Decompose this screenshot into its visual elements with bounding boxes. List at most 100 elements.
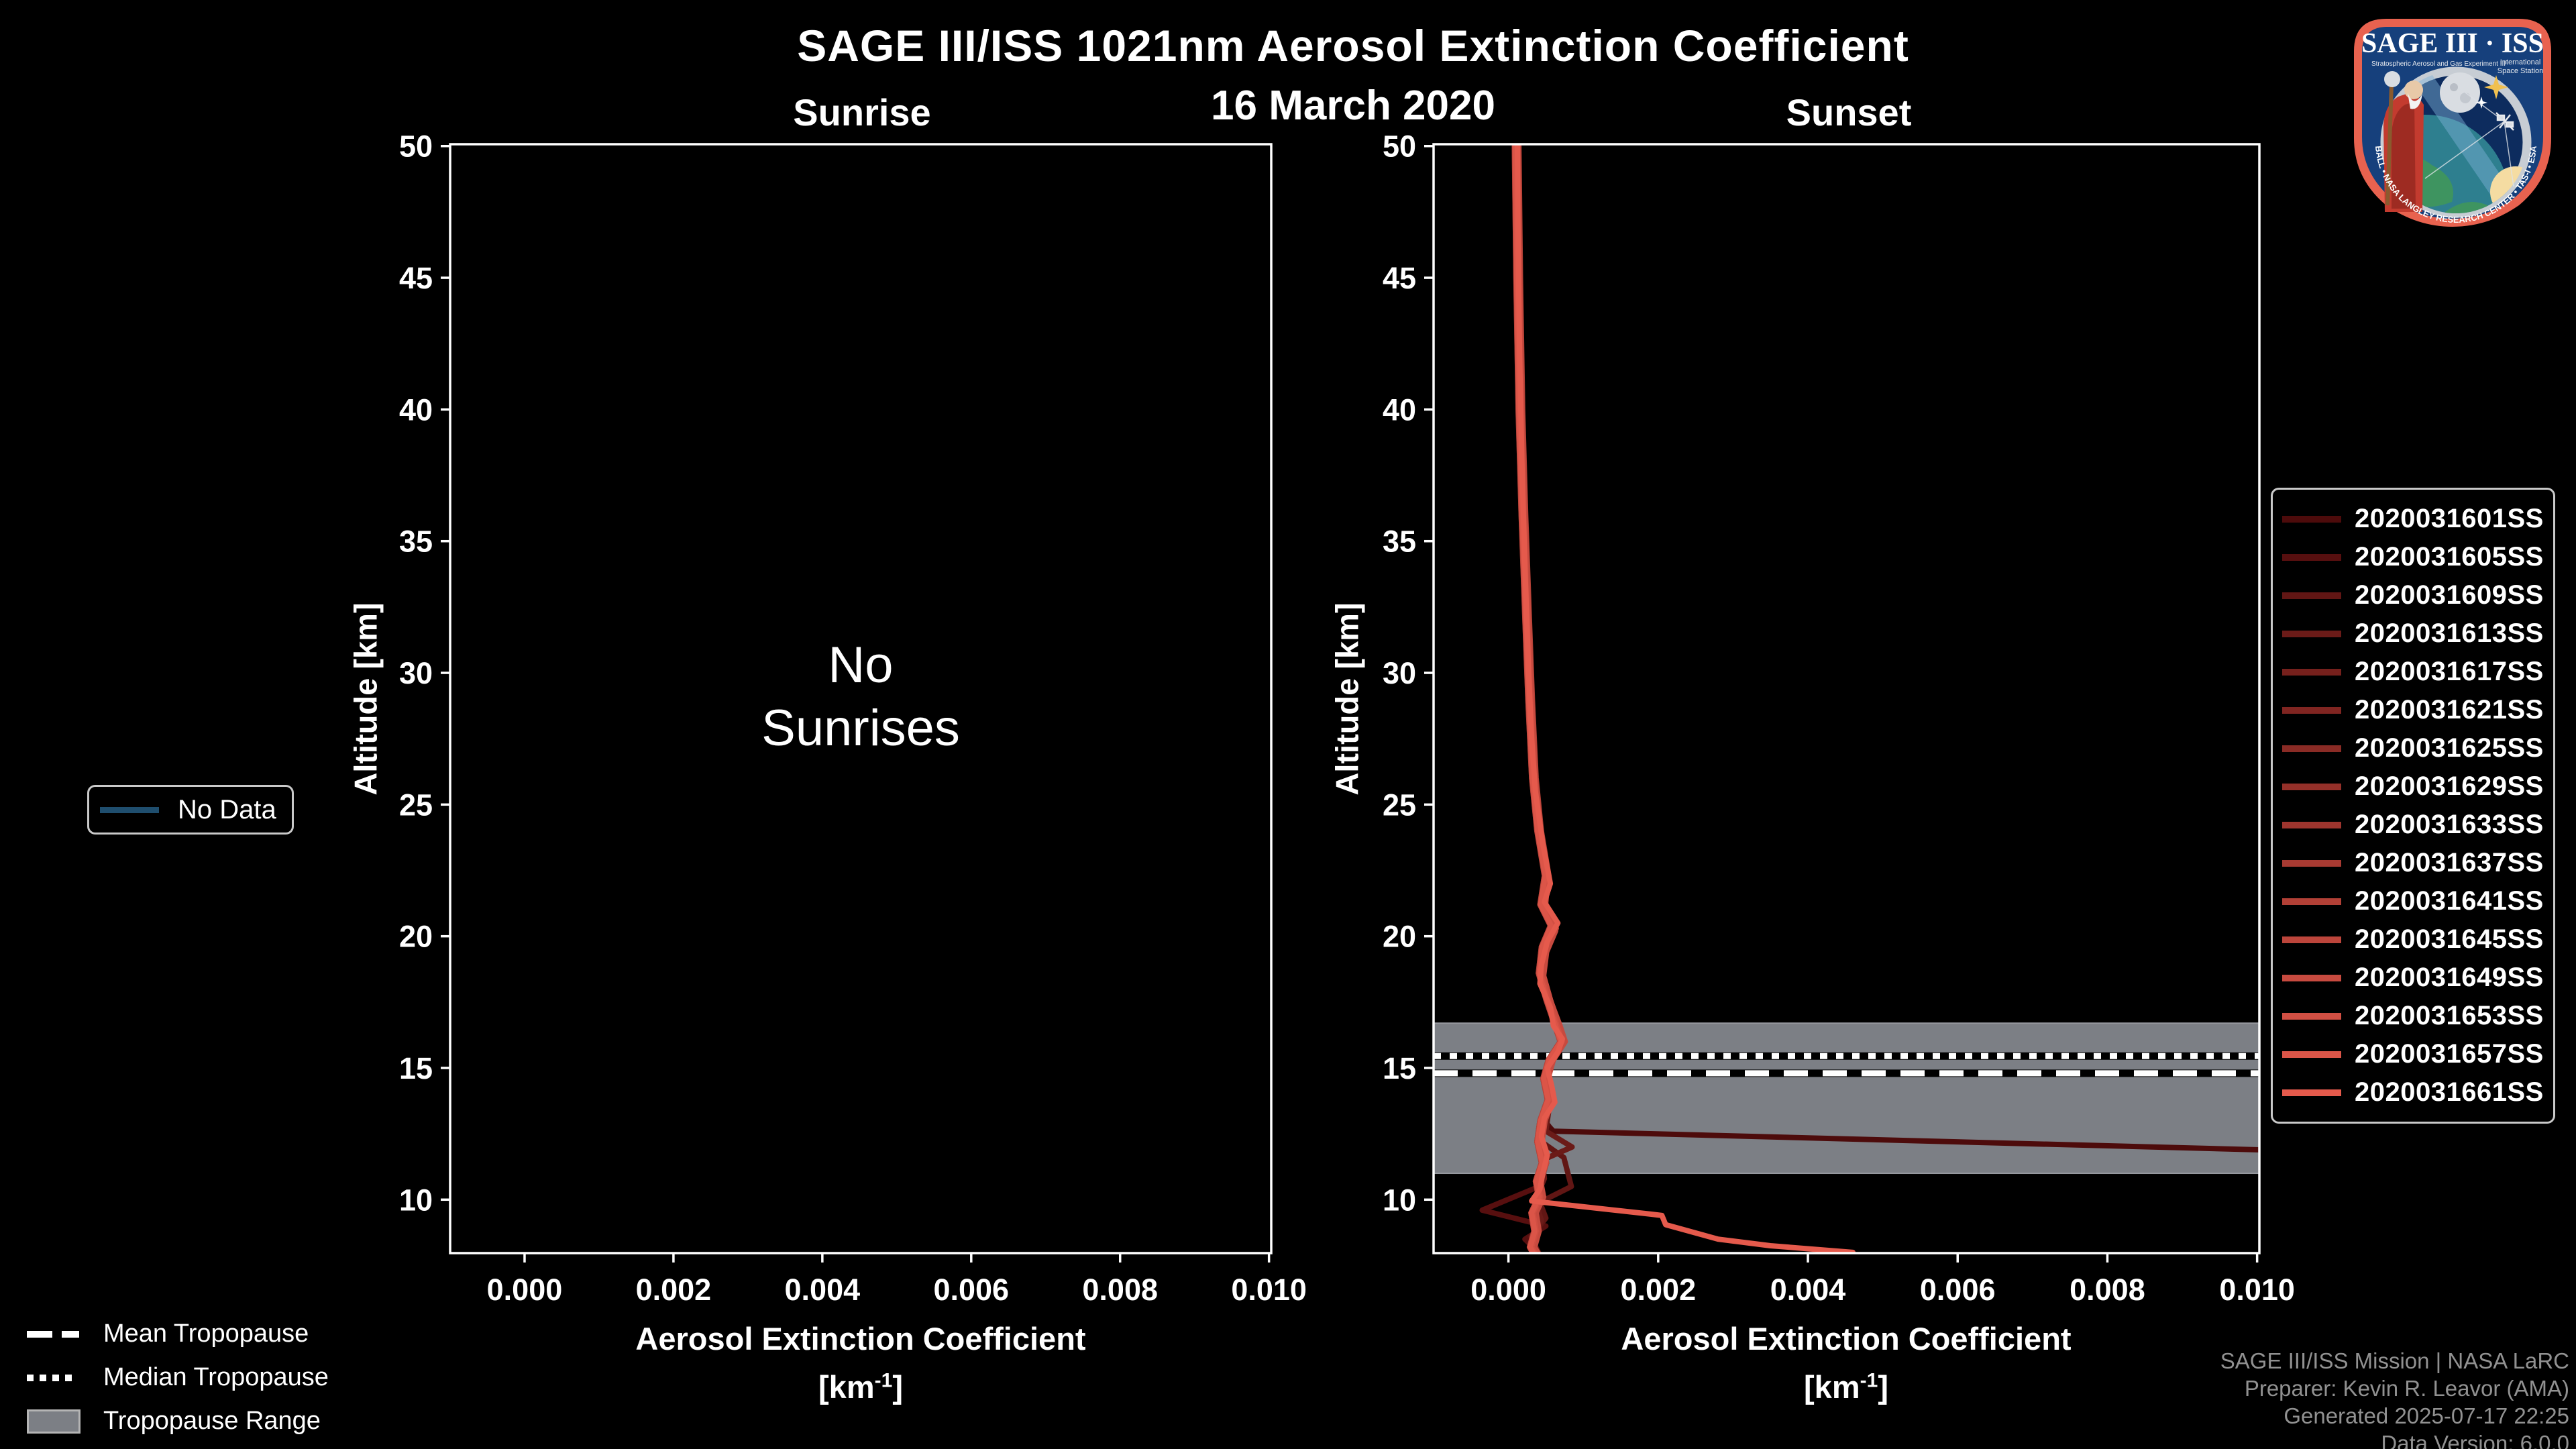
profile-2020031601SS	[1513, 144, 2259, 1152]
legend-line-swatch	[2282, 1051, 2341, 1058]
legend-line-swatch	[2282, 515, 2341, 523]
panel-sunset: 0.000 0.002 0.004 0.006 0.008 0.010 10 15 20 25 30…	[1383, 129, 2295, 1307]
legend-row-2020031637SS: 2020031637SS	[2273, 844, 2553, 882]
footer-mission-line: SAGE III/ISS Mission | NASA LaRC	[2220, 1348, 2569, 1373]
legend-line-swatch	[2282, 821, 2341, 828]
legend-row-2020031641SS: 2020031641SS	[2273, 882, 2553, 920]
x-axis-label-right: Aerosol Extinction Coefficient	[1621, 1321, 2072, 1356]
mean-tropopause-dash-swatch	[27, 1330, 85, 1338]
legend-line-swatch	[2282, 630, 2341, 637]
legend-event-label: 2020031637SS	[2355, 848, 2544, 877]
y-tick-label: 35	[399, 525, 433, 559]
mean-tropopause-label: Mean Tropopause	[103, 1320, 309, 1348]
unit-close: ]	[1878, 1369, 1888, 1405]
x-tick-label: 0.002	[1621, 1273, 1697, 1307]
unit-open: [km	[818, 1369, 875, 1405]
y-tick-label: 45	[1383, 261, 1416, 295]
unit-sup: -1	[1860, 1369, 1878, 1392]
logo-moon	[2440, 72, 2480, 113]
y-tick-label: 30	[399, 656, 433, 690]
legend-row-2020031629SS: 2020031629SS	[2273, 767, 2553, 806]
legend-line-swatch	[2282, 936, 2341, 943]
x-tick-label: 0.006	[1920, 1273, 1996, 1307]
date-subtitle: 16 March 2020	[1211, 83, 1495, 129]
panel-sunrise: 0.000 0.002 0.004 0.006 0.008 0.010 10 15 20 25 30…	[399, 129, 1307, 1307]
legend-row-2020031661SS: 2020031661SS	[2273, 1073, 2553, 1112]
y-tick-label: 35	[1383, 525, 1416, 559]
y-tick-label: 50	[1383, 129, 1416, 164]
logo-star	[2484, 75, 2508, 99]
logo-subtitle-right2: Space Station	[2498, 67, 2544, 75]
logo-scan-lines	[2424, 92, 2514, 187]
y-axis-label-left: Altitude [km]	[347, 602, 384, 796]
panel-frame	[449, 143, 1273, 1254]
x-axis-unit-left: [km-1]	[818, 1368, 903, 1405]
legend-line-swatch	[2282, 974, 2341, 981]
x-tick-label: 0.006	[933, 1273, 1009, 1307]
legend-row-2020031653SS: 2020031653SS	[2273, 997, 2553, 1035]
legend-event-label: 2020031649SS	[2355, 963, 2544, 992]
y-tick-label: 10	[399, 1183, 433, 1217]
logo-iss	[2496, 112, 2514, 131]
tropopause-range-label: Tropopause Range	[103, 1407, 321, 1435]
tropopause-legend: Mean Tropopause Median Tropopause Tropop…	[27, 1312, 329, 1443]
x-tick-label: 0.010	[1231, 1273, 1307, 1307]
mean-tropopause-legend-row: Mean Tropopause	[27, 1312, 329, 1356]
y-tick-label: 25	[399, 788, 433, 822]
median-tropopause-legend-row: Median Tropopause	[27, 1356, 329, 1399]
no-sunrises-line2: Sunrises	[761, 700, 960, 757]
y-tick-label: 25	[1383, 788, 1416, 822]
logo-sun-beam	[2408, 71, 2519, 212]
logo-subtitle-left: Stratospheric Aerosol and Gas Experiment…	[2371, 60, 2506, 68]
legend-row-2020031601SS: 2020031601SS	[2273, 500, 2553, 538]
legend-event-label: 2020031621SS	[2355, 695, 2544, 724]
logo-star-small	[2475, 97, 2487, 109]
unit-close: ]	[892, 1369, 903, 1405]
logo-moon-crater	[2450, 83, 2458, 91]
legend-row-2020031645SS: 2020031645SS	[2273, 920, 2553, 959]
legend-event-label: 2020031661SS	[2355, 1077, 2544, 1107]
legend-event-label: 2020031605SS	[2355, 542, 2544, 572]
y-tick-label: 15	[399, 1051, 433, 1085]
x-tick-label: 0.004	[785, 1273, 861, 1307]
legend-row-2020031617SS: 2020031617SS	[2273, 653, 2553, 691]
legend-line-swatch	[2282, 1012, 2341, 1020]
x-tick-label: 0.000	[1470, 1273, 1546, 1307]
legend-line-swatch	[2282, 668, 2341, 676]
unit-sup: -1	[874, 1369, 893, 1392]
footer-preparer-line: Preparer: Kevin R. Leavor (AMA)	[2244, 1376, 2569, 1401]
x-tick-label: 0.008	[1082, 1273, 1158, 1307]
legend-event-label: 2020031653SS	[2355, 1001, 2544, 1030]
legend-row-2020031625SS: 2020031625SS	[2273, 729, 2553, 767]
legend-event-label: 2020031601SS	[2355, 504, 2544, 533]
x-tick-label: 0.002	[636, 1273, 712, 1307]
sunrise-panel-title: Sunrise	[793, 91, 931, 133]
y-tick-label: 10	[1383, 1183, 1416, 1217]
legend-event-label: 2020031625SS	[2355, 733, 2544, 763]
legend-line-swatch	[2282, 783, 2341, 790]
legend-line-swatch	[2282, 1089, 2341, 1096]
x-tick-label: 0.004	[1770, 1273, 1846, 1307]
legend-event-label: 2020031617SS	[2355, 657, 2544, 686]
tropopause-range-patch-swatch	[27, 1409, 85, 1434]
legend-line-swatch	[2282, 553, 2341, 561]
legend-line-swatch	[2282, 706, 2341, 714]
no-sunrises-line1: No	[828, 637, 894, 694]
x-tick-label: 0.010	[2219, 1273, 2295, 1307]
legend-row-2020031649SS: 2020031649SS	[2273, 959, 2553, 997]
legend-row-2020031613SS: 2020031613SS	[2273, 614, 2553, 653]
footer-version-line: Data Version: 6.0.0	[2381, 1431, 2569, 1449]
legend-event-label: 2020031609SS	[2355, 580, 2544, 610]
y-axis-label-right: Altitude [km]	[1329, 602, 1365, 796]
x-tick-label: 0.008	[2070, 1273, 2145, 1307]
sunset-event-legend: 2020031601SS 2020031605SS 2020031609SS 2020…	[2271, 488, 2555, 1124]
y-tick-label: 40	[1383, 392, 1416, 427]
legend-row-2020031609SS: 2020031609SS	[2273, 576, 2553, 614]
logo-subtitle-right1: International	[2500, 58, 2541, 66]
y-tick-label: 20	[399, 920, 433, 954]
no-data-label: No Data	[178, 794, 276, 824]
y-tick-label: 15	[1383, 1051, 1416, 1085]
median-tropopause-dot-swatch	[27, 1374, 85, 1381]
